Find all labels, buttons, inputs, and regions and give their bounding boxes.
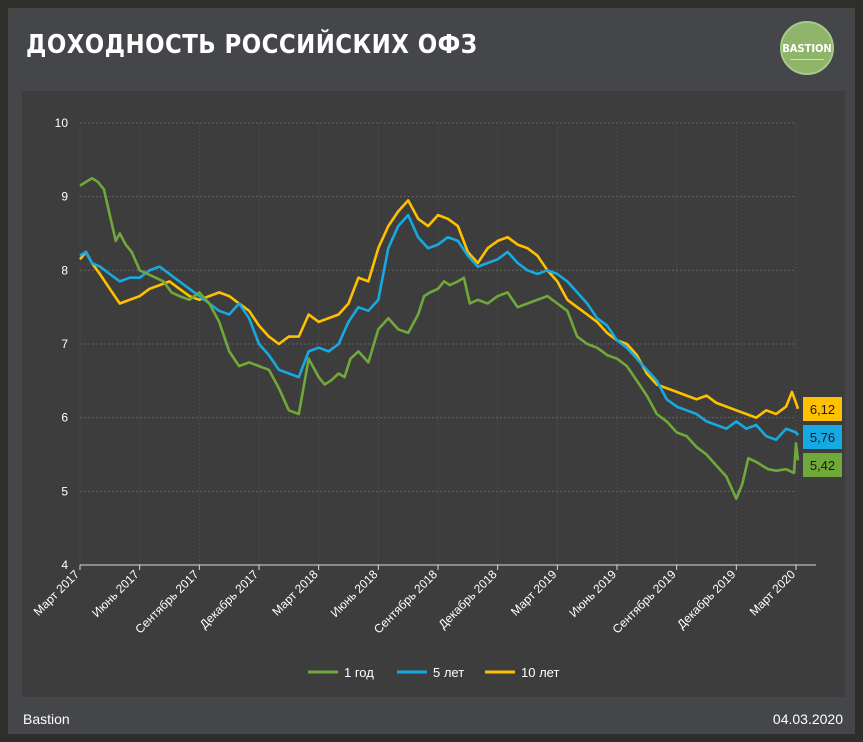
- end-label-box: [803, 397, 842, 421]
- legend-label: 5 лет: [433, 665, 464, 680]
- x-tick-label: Март 2017: [31, 567, 83, 619]
- end-label: 5,42: [810, 458, 835, 473]
- x-tick-label: Июнь 2018: [328, 567, 381, 620]
- x-tick-label: Сентябрь 2018: [371, 567, 440, 636]
- series-line: [79, 213, 800, 442]
- legend-label: 10 лет: [521, 665, 559, 680]
- legend-label: 1 год: [344, 665, 374, 680]
- x-tick-label: Июнь 2017: [89, 567, 142, 620]
- x-tick-label: Март 2018: [269, 567, 321, 619]
- x-tick-label: Сентябрь 2017: [132, 567, 201, 636]
- footer-date: 04.03.2020: [772, 711, 843, 727]
- bastion-logo: BASTION: [780, 21, 834, 75]
- series-line: [78, 199, 800, 420]
- series-line: [79, 177, 800, 501]
- footer-source: Bastion: [23, 711, 70, 727]
- end-label-box: [803, 425, 842, 449]
- chart-panel: [22, 91, 845, 697]
- x-tick-label: Март 2020: [747, 567, 799, 619]
- x-tick-label: Июнь 2019: [566, 567, 619, 620]
- y-tick-label: 7: [61, 337, 68, 351]
- end-label: 5,76: [810, 430, 835, 445]
- end-label-box: [803, 453, 842, 477]
- page-title: ДОХОДНОСТЬ РОССИЙСКИХ ОФЗ: [26, 30, 478, 60]
- y-tick-label: 6: [61, 411, 68, 425]
- logo-text: BASTION: [782, 41, 832, 55]
- y-tick-label: 9: [61, 190, 68, 204]
- x-tick-label: Сентябрь 2019: [610, 567, 679, 636]
- x-tick-label: Декабрь 2017: [197, 567, 261, 631]
- end-label: 6,12: [810, 402, 835, 417]
- y-tick-label: 5: [61, 484, 68, 498]
- x-tick-label: Март 2019: [508, 567, 560, 619]
- x-tick-label: Декабрь 2019: [674, 567, 738, 631]
- x-tick-label: Декабрь 2018: [436, 567, 500, 631]
- y-tick-label: 8: [61, 263, 68, 277]
- y-tick-label: 4: [61, 558, 68, 572]
- y-tick-label: 10: [55, 116, 69, 130]
